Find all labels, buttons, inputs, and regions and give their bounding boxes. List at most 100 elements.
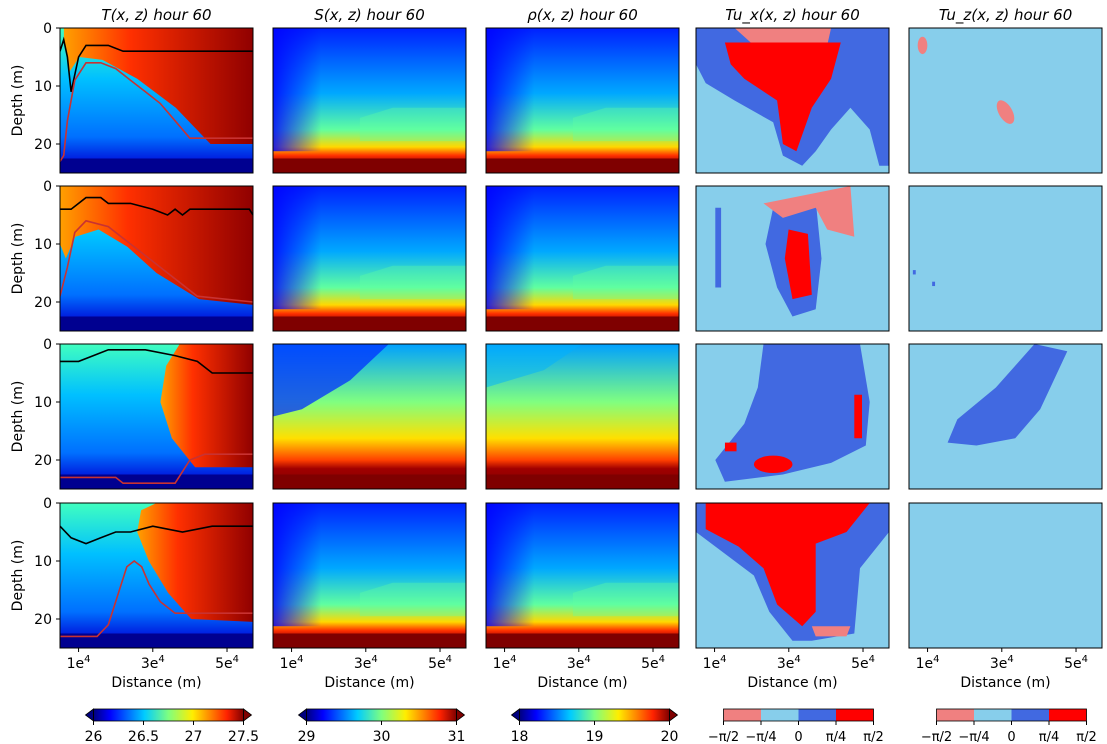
y-tick-label: 10 [34, 395, 52, 411]
colorbar-tick-label: 30 [373, 729, 391, 744]
tux-region-neg [763, 186, 855, 237]
x-tick-label: 3e4 [777, 654, 801, 672]
tuz-speck [932, 281, 936, 287]
panel-frame [695, 185, 890, 332]
panel-r1-c1 [272, 185, 467, 332]
panel-frame [59, 502, 254, 649]
colorbar-tick-label: π/2 [863, 730, 883, 744]
panel-field [696, 503, 889, 648]
colorbar-extend-high [456, 708, 466, 722]
x-tick-exponent: 4 [933, 654, 939, 665]
x-axis-label: Distance (m) [111, 675, 201, 691]
panel-frame [908, 185, 1103, 332]
x-tick-exponent: 4 [510, 654, 516, 665]
panel-frame [485, 343, 680, 490]
temp-bottom-field [60, 633, 253, 648]
tuz-background [909, 186, 1102, 331]
panel-field [696, 28, 889, 173]
tux-region-pi2 [705, 503, 870, 627]
column-title: T(x, z) hour 60 [101, 6, 211, 24]
panel-r2-c0: 0 10 20 Depth (m) [10, 337, 254, 490]
y-axis-label: Depth (m) [10, 381, 26, 453]
sal-bottom-layer [486, 474, 679, 489]
panel-r3-c0: 0 10 20 Depth (m) 1e4 3e4 5e4 Distance (m) [10, 496, 254, 691]
panel-r0-c4: Tu_z(x, z) hour 60 [908, 6, 1103, 174]
colorbar-gradient [93, 709, 244, 721]
panel-frame [695, 343, 890, 490]
tux-region-pi2 [784, 229, 812, 300]
temp-bottom-field [60, 316, 253, 331]
tux-region-neg [734, 28, 832, 46]
sal-fresh-plume [486, 186, 535, 310]
panel-field [909, 503, 1102, 648]
y-tick-label: 0 [43, 21, 52, 37]
panel-r0-c3: Tu_x(x, z) hour 60 [695, 6, 890, 174]
colorbar-tick-label: 31 [448, 729, 466, 744]
panel-field [909, 344, 1102, 489]
panel-frame [485, 185, 680, 332]
panel-frame [272, 343, 467, 490]
tuz-region-neg [917, 36, 928, 55]
temp-contour-red [60, 559, 253, 638]
panel-frame [908, 27, 1103, 174]
sal-bottom-layer [273, 633, 466, 648]
panel-r2-c3 [695, 343, 890, 490]
column-title: Tu_x(x, z) hour 60 [725, 6, 860, 25]
temp-contour-red [60, 453, 253, 484]
panel-frame [59, 27, 254, 174]
sal-fresh-wedge [273, 344, 389, 417]
tux-region-pi2 [854, 394, 862, 439]
panel-field [909, 28, 1102, 173]
x-tick-label: 1e4 [916, 654, 940, 672]
colorbar-tick-label: 27.5 [228, 729, 259, 744]
colorbar-frame [93, 708, 244, 722]
colorbar-tick-label: 0 [1007, 730, 1015, 744]
x-tick-label: 1e4 [703, 654, 727, 672]
temp-bottom-field [60, 158, 253, 173]
colorbar-tick-label: 19 [586, 729, 604, 744]
panel-r2-c2 [485, 343, 680, 490]
tux-red-blob [753, 455, 793, 474]
panel-r3-c4: 1e4 3e4 5e4 Distance (m) [908, 502, 1103, 691]
x-tick-exponent: 4 [371, 654, 377, 665]
temp-contour-black [60, 196, 253, 217]
colorbar-tick-label: 20 [661, 729, 679, 744]
sal-fresh-plume [273, 186, 322, 310]
x-tick-exponent: 4 [158, 654, 164, 665]
colorbar-4: −π/2 −π/4 0 π/4 π/2 [921, 708, 1097, 744]
y-axis-label: Depth (m) [10, 223, 26, 295]
tuz-speck [912, 270, 916, 275]
x-tick-label: 3e4 [990, 654, 1014, 672]
temp-contour-black [60, 36, 253, 92]
panel-frame [59, 185, 254, 332]
colorbar-swatch [723, 709, 761, 721]
colorbar-extend-high [243, 708, 253, 722]
x-tick-label: 5e4 [428, 654, 452, 672]
colorbar-gradient [306, 709, 457, 721]
tux-red-blob [724, 442, 737, 452]
panel-field [273, 28, 466, 173]
colorbar-tick-label: 26 [85, 729, 103, 744]
temp-warm-field [137, 503, 253, 622]
y-tick-label: 20 [34, 612, 52, 628]
x-tick-exponent: 4 [297, 654, 303, 665]
sal-fresh-plume [273, 503, 322, 627]
sal-fresh-plume [486, 28, 535, 152]
sal-mid-lobe [572, 265, 679, 300]
panel-r0-c0: 0 10 20 Depth (m) T(x, z) hour 60 [10, 6, 254, 174]
sal-fresh-wedge [486, 344, 583, 388]
y-tick-label: 0 [43, 337, 52, 353]
y-tick-label: 0 [43, 179, 52, 195]
panel-frame [59, 343, 254, 490]
colorbar-extend-low [84, 708, 94, 722]
panel-frame [908, 343, 1103, 490]
panel-frame [272, 185, 467, 332]
panel-r1-c2 [485, 185, 680, 332]
x-axis-label: Distance (m) [324, 675, 414, 691]
tux-thin-column [715, 207, 722, 288]
panel-frame [272, 27, 467, 174]
colorbar-tick-label: π/2 [1076, 730, 1096, 744]
x-tick-label: 5e4 [215, 654, 239, 672]
panel-r1-c3 [695, 185, 890, 332]
